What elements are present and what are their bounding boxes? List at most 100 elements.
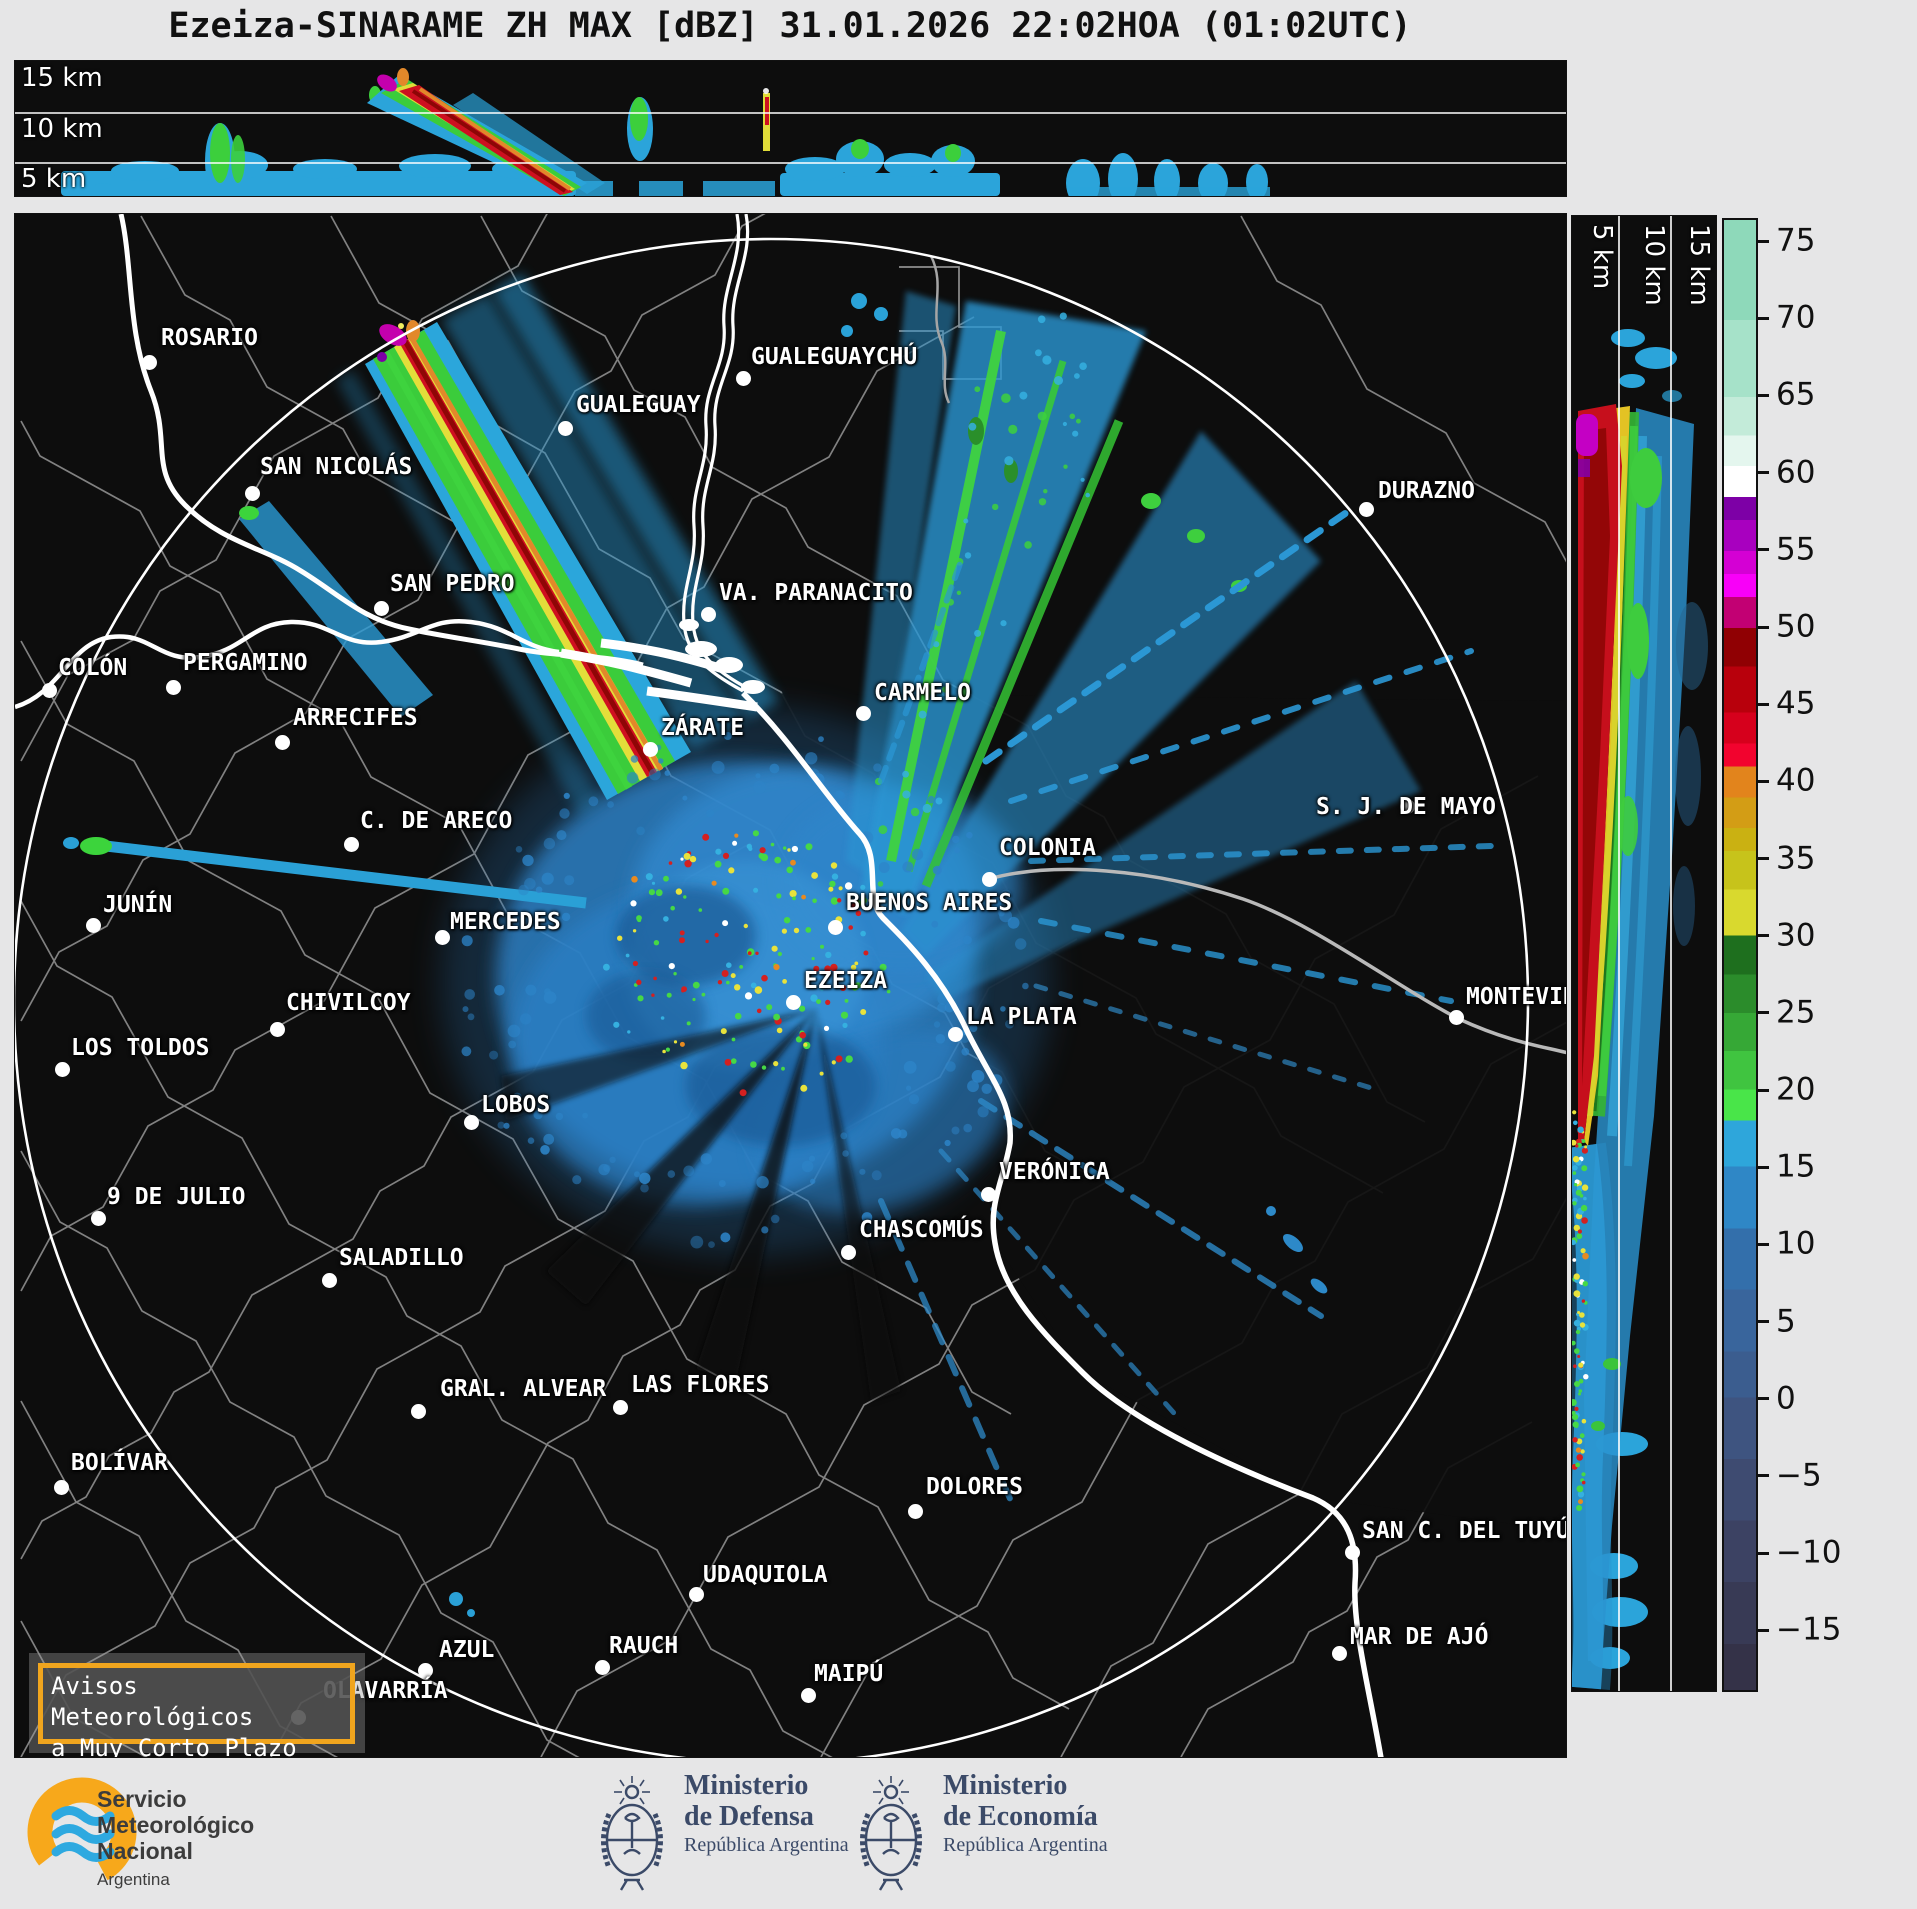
echo-speckle: [963, 518, 969, 524]
echo-speckle: [1575, 1329, 1581, 1335]
echo-speckle: [1579, 1433, 1585, 1439]
city-dot: [642, 741, 658, 757]
echo-speckle: [607, 801, 614, 808]
echo-speckle: [588, 796, 599, 807]
echo-speckle: [1581, 1217, 1588, 1224]
echo-speckle: [1572, 1165, 1578, 1171]
echo-speckle: [1578, 1378, 1584, 1384]
city-label: LAS FLORES: [631, 1372, 770, 1398]
echo-speckle: [878, 825, 888, 835]
city-label: ROSARIO: [161, 325, 258, 351]
echo-speckle: [732, 840, 738, 846]
echo-speckle: [810, 1178, 816, 1185]
echo-speckle: [812, 898, 817, 904]
echo-speckle: [974, 629, 982, 637]
echo-speckle: [1000, 1006, 1006, 1012]
echo-speckle: [722, 887, 730, 895]
city-label: RAUCH: [609, 1633, 679, 1659]
echo-speckle: [625, 953, 630, 958]
echo-speckle: [731, 1037, 736, 1042]
city-label: ARRECIFES: [293, 705, 418, 731]
city-label: C. DE ARECO: [360, 808, 513, 834]
echo-speckle: [1573, 1224, 1580, 1232]
echo-speckle: [1000, 620, 1007, 627]
echo-speckle: [795, 1036, 803, 1043]
echo-speckle: [1580, 1204, 1588, 1212]
echo-speckle: [933, 1021, 941, 1028]
echo-speckle: [658, 758, 664, 764]
echo-speckle: [655, 889, 663, 897]
echo-speckle: [666, 992, 672, 998]
echo-speckle: [660, 1016, 665, 1020]
echo-speckle: [1059, 312, 1067, 320]
top-panel-15km-label: 15 km: [21, 63, 103, 93]
echo-speckle: [683, 852, 691, 860]
echo-speckle: [813, 965, 820, 972]
echo-speckle: [714, 860, 722, 868]
colorbar-tick-label: 30: [1776, 917, 1816, 954]
echo-speckle: [1076, 418, 1081, 424]
echo-speckle: [722, 920, 729, 927]
echo-speckle: [679, 1041, 685, 1047]
echo-speckle: [639, 1172, 651, 1185]
echo-speckle: [559, 808, 570, 819]
echo-speckle: [966, 831, 973, 839]
echo-speckle: [572, 1175, 582, 1185]
echo-speckle: [750, 982, 757, 989]
echo-speckle: [773, 1013, 780, 1021]
echo-speckle: [1572, 1171, 1577, 1175]
echo-speckle: [830, 963, 838, 972]
city-dot: [463, 1114, 479, 1130]
echo-speckle: [1024, 541, 1032, 549]
echo-speckle: [823, 1025, 830, 1031]
city-dot: [1344, 1544, 1360, 1560]
echo-speckle: [860, 897, 868, 904]
echo-speckle: [541, 872, 554, 885]
echo-speckle: [1580, 1248, 1586, 1254]
echo-speckle: [632, 960, 639, 967]
echo-speckle: [1572, 1258, 1577, 1262]
city-label: BOLÍVAR: [71, 1450, 168, 1476]
echo-speckle: [952, 835, 960, 844]
echo-speckle: [800, 1084, 808, 1092]
echo-speckle: [808, 1155, 816, 1162]
colorbar-tick-label: 60: [1776, 454, 1816, 491]
right-panel-10km-label: 10 km: [1639, 224, 1669, 306]
echo-speckle: [686, 1021, 691, 1026]
echo-speckle: [1583, 1196, 1587, 1201]
echo-speckle: [816, 999, 821, 1004]
echo-speckle: [1582, 1281, 1588, 1287]
echo-speckle: [1581, 1299, 1586, 1303]
echo-speckle: [937, 830, 943, 836]
right-panel-5km-label: 5 km: [1587, 224, 1617, 290]
echo-speckle: [1037, 411, 1047, 421]
city-dot: [343, 836, 359, 852]
echo-speckle: [743, 923, 748, 929]
echo-speckle: [968, 422, 977, 431]
echo-speckle: [830, 862, 838, 869]
echo-speckle: [911, 848, 924, 861]
echo-speckle: [1578, 1362, 1584, 1368]
echo-speckle: [744, 992, 753, 1000]
city-label: BUENOS AIRES: [846, 890, 1013, 916]
echo-speckle: [680, 1061, 688, 1070]
colorbar-tick: [1758, 1165, 1769, 1169]
economia-line-1: Ministerio: [943, 1770, 1068, 1801]
echo-speckle: [715, 848, 722, 855]
city-dot: [410, 1403, 426, 1419]
colorbar-tick: [1758, 857, 1769, 861]
echo-speckle: [770, 842, 775, 847]
city-dot: [827, 919, 843, 935]
echo-speckle: [906, 1085, 912, 1091]
colorbar-tick: [1758, 934, 1769, 938]
echo-speckle: [1579, 1194, 1584, 1198]
echo-speckle: [1001, 393, 1011, 404]
echo-speckle: [977, 1106, 989, 1118]
city-label: SALADILLO: [339, 1245, 464, 1271]
economia-coat-of-arms-icon: [860, 1776, 922, 1891]
echo-speckle: [525, 984, 537, 996]
city-label: GUALEGUAYCHÚ: [751, 344, 918, 370]
city-dot: [612, 1399, 628, 1415]
echo-speckle: [520, 1013, 532, 1025]
echo-speckle: [1574, 1406, 1579, 1411]
